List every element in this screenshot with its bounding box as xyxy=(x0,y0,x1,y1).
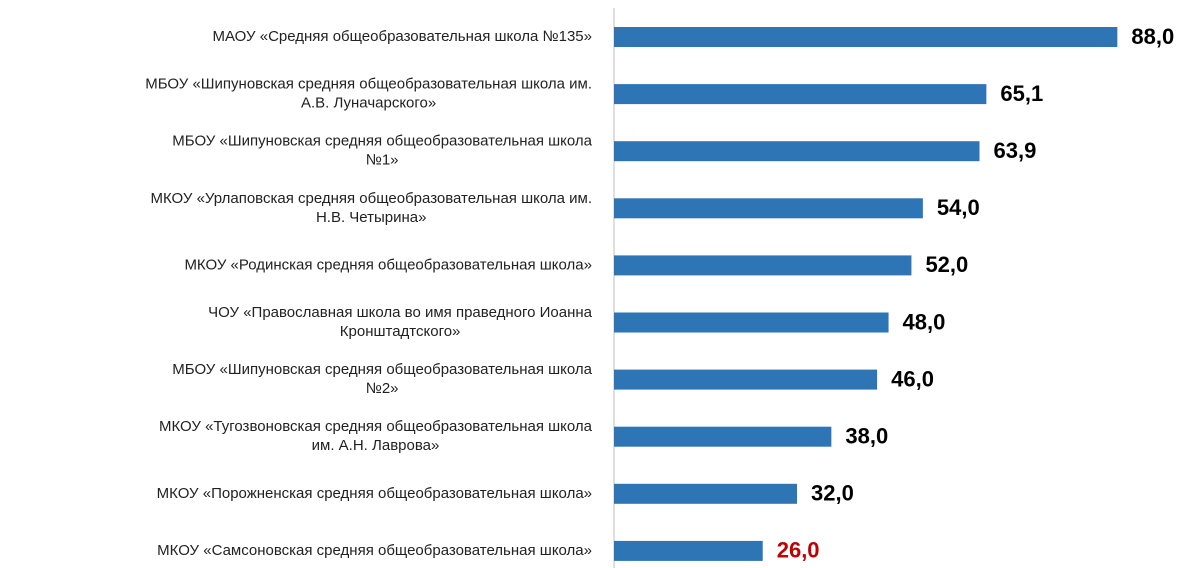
bar xyxy=(614,312,889,333)
category-label: МБОУ «Шипуновская средняя общеобразовате… xyxy=(172,133,592,150)
category-label: Н.В. Четырина» xyxy=(316,209,427,226)
value-label: 38,0 xyxy=(845,424,888,449)
bar xyxy=(614,198,923,219)
value-label: 32,0 xyxy=(811,481,854,506)
value-label: 52,0 xyxy=(925,252,968,277)
category-label: МБОУ «Шипуновская средняя общеобразовате… xyxy=(172,361,592,378)
category-label: №2» xyxy=(366,380,399,397)
category-label: МКОУ «Урлаповская средняя общеобразовате… xyxy=(150,190,592,207)
category-label: МКОУ «Порожненская средняя общеобразоват… xyxy=(157,485,592,502)
value-label: 88,0 xyxy=(1131,24,1174,49)
category-label: А.В. Луначарского» xyxy=(301,95,436,112)
bar xyxy=(614,255,912,276)
category-label: Кронштадтского» xyxy=(340,323,461,340)
bar xyxy=(614,483,798,504)
bar xyxy=(614,369,878,390)
category-label: МКОУ «Родинская средняя общеобразователь… xyxy=(184,256,592,273)
category-label: ЧОУ «Православная школа во имя праведног… xyxy=(208,304,592,321)
bar xyxy=(614,84,987,105)
value-label: 65,1 xyxy=(1000,81,1043,106)
category-label: им. А.Н. Лаврова» xyxy=(312,437,440,454)
category-label: МКОУ «Самсоновская средняя общеобразоват… xyxy=(157,542,592,559)
category-label: МБОУ «Шипуновская средняя общеобразовате… xyxy=(145,76,592,93)
value-label: 26,0 xyxy=(777,538,820,563)
value-label: 54,0 xyxy=(937,195,980,220)
bar xyxy=(614,540,763,561)
value-label: 63,9 xyxy=(994,138,1037,163)
category-label: МКОУ «Тугозвоновская средняя общеобразов… xyxy=(159,418,593,435)
value-label: 48,0 xyxy=(903,309,946,334)
category-label: №1» xyxy=(366,152,399,169)
value-label: 46,0 xyxy=(891,366,934,391)
bar xyxy=(614,426,832,447)
bar xyxy=(614,27,1118,47)
category-label: МАОУ «Средняя общеобразовательная школа … xyxy=(213,28,592,45)
bar xyxy=(614,141,980,162)
